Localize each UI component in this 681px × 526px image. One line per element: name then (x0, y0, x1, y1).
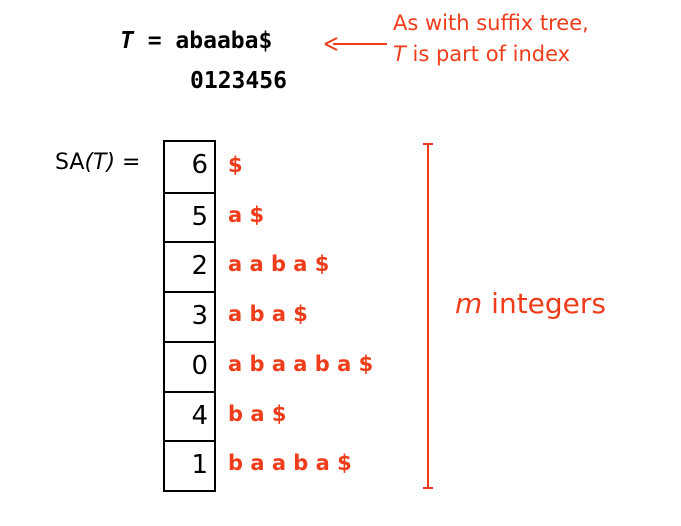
sa-cell: 6 (191, 150, 208, 180)
m-variable: m (455, 287, 483, 320)
sa-label-prefix: SA (55, 150, 85, 175)
text-definition: T = abaaba$ (120, 28, 272, 54)
range-bracket-icon (423, 143, 433, 489)
sa-cell: 3 (165, 291, 214, 341)
sa-cell: 0 (165, 340, 214, 391)
m-integers-label: m integers (455, 287, 606, 320)
sa-label-arg: (T) (84, 150, 116, 175)
text-equals: = (133, 28, 176, 54)
suffix-entry: b a a b a $ (228, 451, 352, 476)
index-line: 0123456 (190, 68, 287, 94)
sa-cell: 5 (165, 191, 214, 242)
sa-cell: 4 (165, 390, 214, 441)
annotation-note: As with suffix tree, T is part of index (393, 8, 589, 70)
text-variable: T (120, 28, 134, 54)
note-line-2: T is part of index (393, 39, 589, 70)
sa-label-equals: = (115, 150, 141, 175)
suffix-entry: a b a a b a $ (228, 351, 374, 376)
note-arrow-icon (324, 37, 387, 51)
m-label-rest: integers (482, 287, 607, 320)
suffix-entry: a a b a $ (228, 252, 330, 277)
note-line-2-rest: is part of index (405, 42, 571, 66)
sa-cell: 1 (165, 440, 214, 490)
sa-cell: 2 (165, 241, 214, 291)
suffix-array-label: SA(T) = (55, 150, 140, 175)
suffix-list: $ a $ a a b a $ a b a $ a b a a b a $ b a $ b … (228, 141, 373, 489)
note-text-variable: T (393, 42, 406, 66)
suffix-entry: a b a $ (228, 302, 308, 327)
suffix-entry: b a $ (228, 401, 287, 426)
note-line-1: As with suffix tree, (393, 11, 589, 35)
suffix-entry: $ (228, 153, 243, 177)
suffix-entry: a $ (228, 202, 265, 227)
text-value: abaaba$ (175, 28, 273, 54)
